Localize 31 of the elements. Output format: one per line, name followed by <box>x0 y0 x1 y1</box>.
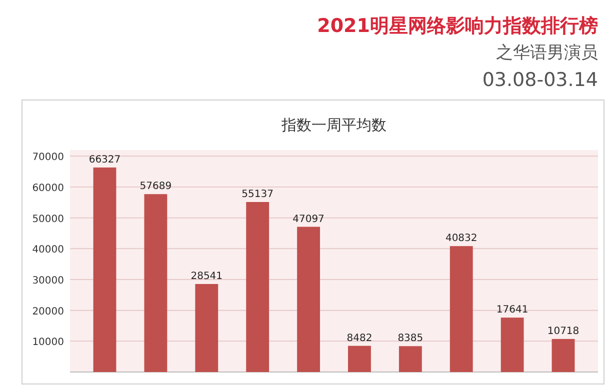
text: 2021明星网络影响力指数排行榜 <box>317 15 598 37</box>
y-tick-label: 50000 <box>32 214 64 225</box>
bar <box>500 318 524 372</box>
bar <box>93 167 116 372</box>
chart-title: 指数一周平均数 <box>280 116 386 134</box>
bar <box>246 202 270 372</box>
y-tick-label: 30000 <box>32 276 64 286</box>
bar <box>144 194 168 372</box>
y-tick-label: 10000 <box>32 337 64 348</box>
data-label: 8482 <box>346 332 372 344</box>
data-label: 40832 <box>445 233 478 244</box>
text: 03.08-03.14 <box>482 69 598 91</box>
data-label: 8385 <box>398 333 424 344</box>
data-label: 55137 <box>242 188 274 200</box>
bar <box>450 246 473 372</box>
text: 之华语男演员 <box>496 43 598 63</box>
bar <box>297 226 320 372</box>
data-label: 17641 <box>496 304 528 316</box>
y-tick-label: 20000 <box>32 306 64 318</box>
y-tick-label: 40000 <box>32 244 64 256</box>
bar <box>552 338 575 372</box>
data-label: 47097 <box>292 214 324 225</box>
bar <box>195 284 218 372</box>
data-label: 57689 <box>140 181 172 192</box>
data-label: 66327 <box>88 154 121 166</box>
bar <box>398 346 422 372</box>
data-label: 28541 <box>190 271 223 282</box>
data-label: 10718 <box>547 326 580 337</box>
bar <box>348 346 371 372</box>
y-tick-label: 70000 <box>32 152 64 164</box>
y-tick-label: 60000 <box>32 183 64 194</box>
